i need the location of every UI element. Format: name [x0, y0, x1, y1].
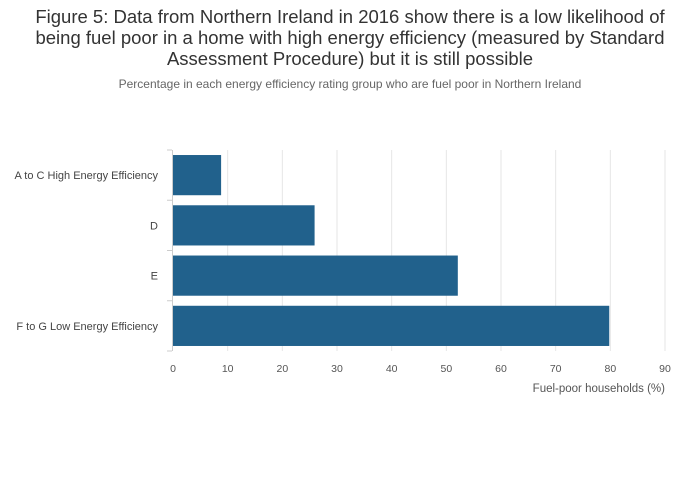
x-axis-title: Fuel-poor households (%)	[533, 383, 665, 395]
x-tick-label: 70	[550, 363, 562, 375]
x-tick-label: 30	[331, 363, 343, 375]
axes: 0 10 20 30 40 50 60 70 80 90 A to C High Energy Ef…	[15, 149, 671, 375]
x-tick-label: 10	[222, 363, 234, 375]
x-tick-label: 80	[604, 363, 616, 375]
x-tick-label: 60	[495, 363, 507, 375]
x-tick-label: 90	[659, 363, 671, 375]
y-category-label: A to C High Energy Efficiency	[15, 170, 159, 182]
chart-subtitle: Percentage in each energy efficiency rat…	[118, 77, 582, 91]
bar	[173, 155, 222, 196]
x-tick-label: 20	[276, 363, 288, 375]
x-tick-label: 40	[386, 363, 398, 375]
chart-header: Figure 5: Data from Northern Ireland in …	[0, 6, 700, 91]
x-tick-label: 0	[170, 363, 176, 375]
chart-title: Figure 5: Data from Northern Ireland in …	[35, 6, 665, 69]
bar	[173, 305, 610, 346]
y-category-label: D	[150, 220, 158, 232]
bars	[173, 155, 610, 346]
y-category-label: E	[151, 271, 158, 283]
bar	[173, 255, 458, 296]
x-tick-label: 50	[440, 363, 452, 375]
bar	[173, 205, 315, 246]
y-category-label: F to G Low Energy Efficiency	[16, 321, 158, 333]
